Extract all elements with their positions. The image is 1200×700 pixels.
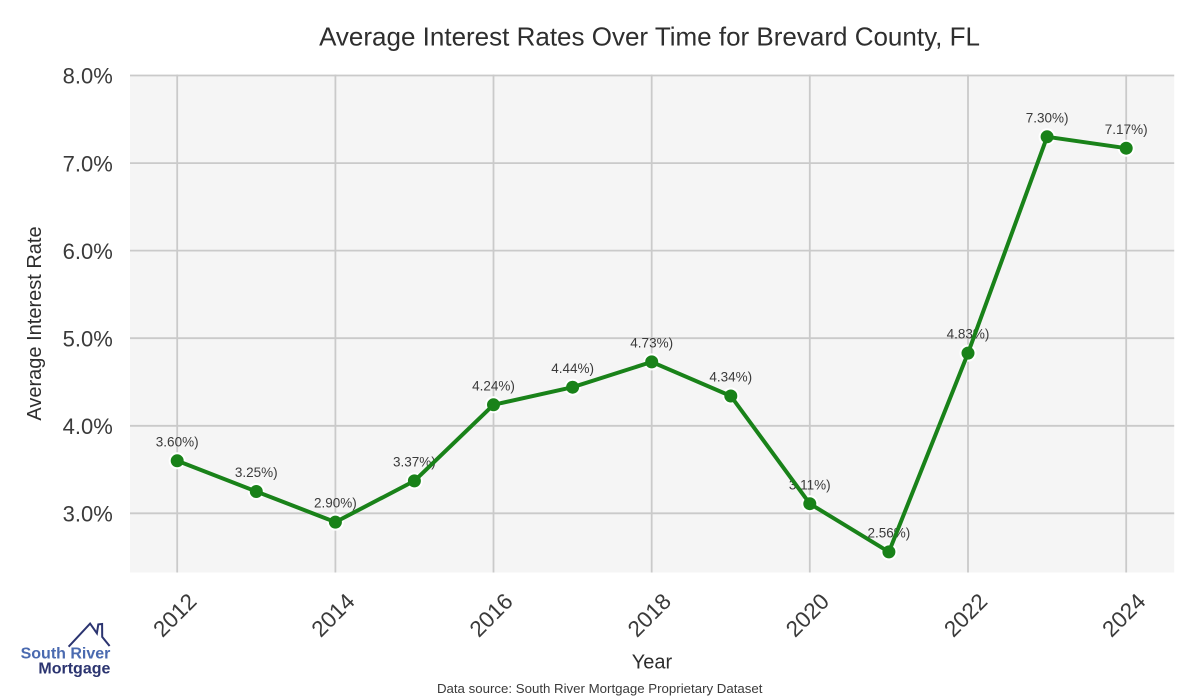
svg-text:3.0%: 3.0% <box>63 502 113 527</box>
svg-text:4.34%): 4.34%) <box>709 370 752 385</box>
svg-text:8.0%: 8.0% <box>63 64 113 89</box>
svg-text:2020: 2020 <box>781 589 834 642</box>
svg-text:2014: 2014 <box>307 589 360 642</box>
svg-text:Year: Year <box>632 652 673 674</box>
svg-text:2012: 2012 <box>148 589 201 642</box>
svg-text:4.44%): 4.44%) <box>551 361 594 376</box>
svg-text:4.24%): 4.24%) <box>472 378 515 393</box>
svg-text:5.0%: 5.0% <box>63 326 113 351</box>
svg-text:2022: 2022 <box>939 589 992 642</box>
svg-text:7.30%): 7.30%) <box>1026 110 1069 125</box>
svg-text:7.17%): 7.17%) <box>1105 122 1148 137</box>
svg-text:3.60%): 3.60%) <box>156 434 199 449</box>
svg-text:4.0%: 4.0% <box>63 414 113 439</box>
svg-text:Data source: South River Mortg: Data source: South River Mortgage Propri… <box>437 681 763 696</box>
svg-text:2.56%): 2.56%) <box>868 526 911 541</box>
svg-text:4.73%): 4.73%) <box>630 336 673 351</box>
svg-text:7.0%: 7.0% <box>63 151 113 176</box>
svg-text:2024: 2024 <box>1097 589 1150 642</box>
svg-text:2016: 2016 <box>465 589 518 642</box>
svg-text:Average Interest Rates Over Ti: Average Interest Rates Over Time for Bre… <box>319 22 980 52</box>
svg-text:3.25%): 3.25%) <box>235 465 278 480</box>
svg-text:Average Interest Rate: Average Interest Rate <box>24 226 46 420</box>
svg-text:2018: 2018 <box>623 589 676 642</box>
svg-text:Mortgage: Mortgage <box>38 661 110 678</box>
svg-text:4.83%): 4.83%) <box>947 327 990 342</box>
svg-text:3.37%): 3.37%) <box>393 455 436 470</box>
svg-text:2.90%): 2.90%) <box>314 496 357 511</box>
svg-text:South River: South River <box>21 646 111 663</box>
svg-text:6.0%: 6.0% <box>63 239 113 264</box>
